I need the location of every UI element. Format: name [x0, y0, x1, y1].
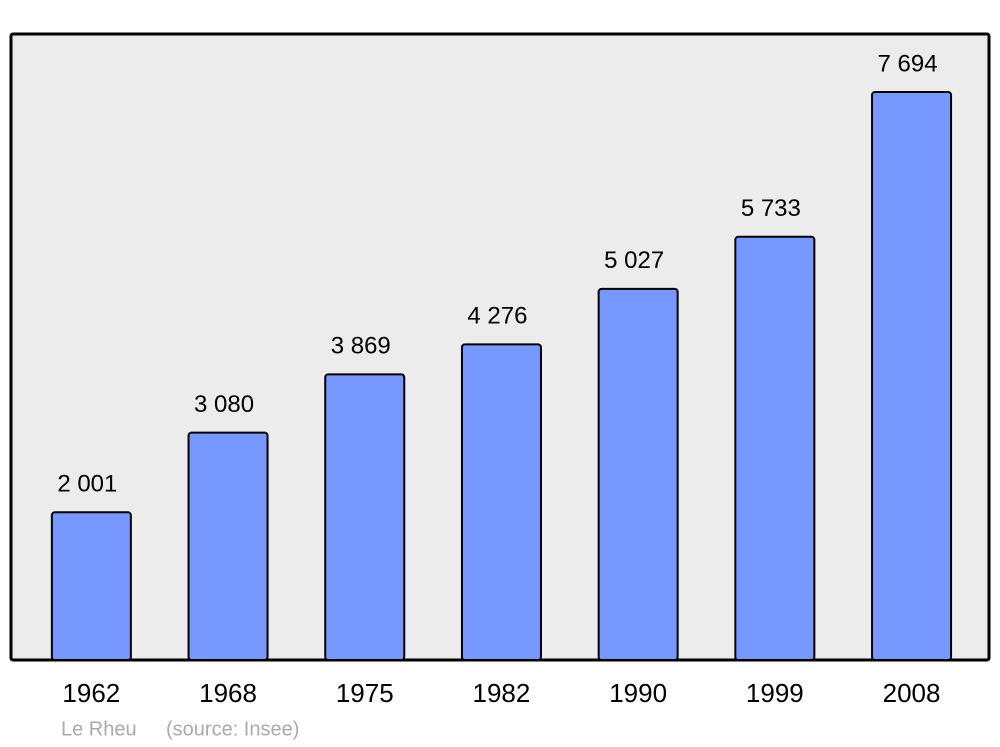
- bar: [187, 431, 269, 662]
- x-tick-label: 1990: [609, 678, 667, 708]
- place-label: Le Rheu: [61, 718, 137, 740]
- value-label: 7 694: [878, 50, 938, 77]
- x-tick-label: 1999: [746, 678, 804, 708]
- value-label: 5 733: [741, 195, 801, 222]
- value-label: 5 027: [604, 247, 664, 274]
- value-label: 3 080: [194, 391, 254, 418]
- bar: [50, 511, 132, 662]
- value-label: 4 276: [467, 303, 527, 330]
- x-tick-label: 2008: [883, 678, 941, 708]
- bar: [597, 287, 679, 661]
- x-tick-label: 1975: [336, 678, 394, 708]
- x-tick-label: 1962: [62, 678, 120, 708]
- x-tick-label: 1968: [199, 678, 257, 708]
- value-label: 3 869: [331, 333, 391, 360]
- bar: [734, 235, 816, 661]
- value-label: 2 001: [57, 471, 117, 498]
- x-tick-label: 1982: [473, 678, 531, 708]
- bar: [324, 373, 406, 661]
- source-label: (source: Insee): [166, 718, 299, 740]
- bar: [460, 343, 542, 661]
- bar: [871, 91, 953, 661]
